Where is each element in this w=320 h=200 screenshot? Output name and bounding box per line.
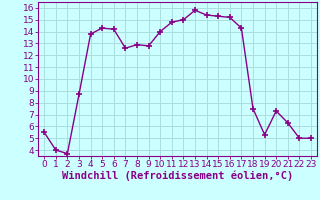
X-axis label: Windchill (Refroidissement éolien,°C): Windchill (Refroidissement éolien,°C): [62, 171, 293, 181]
